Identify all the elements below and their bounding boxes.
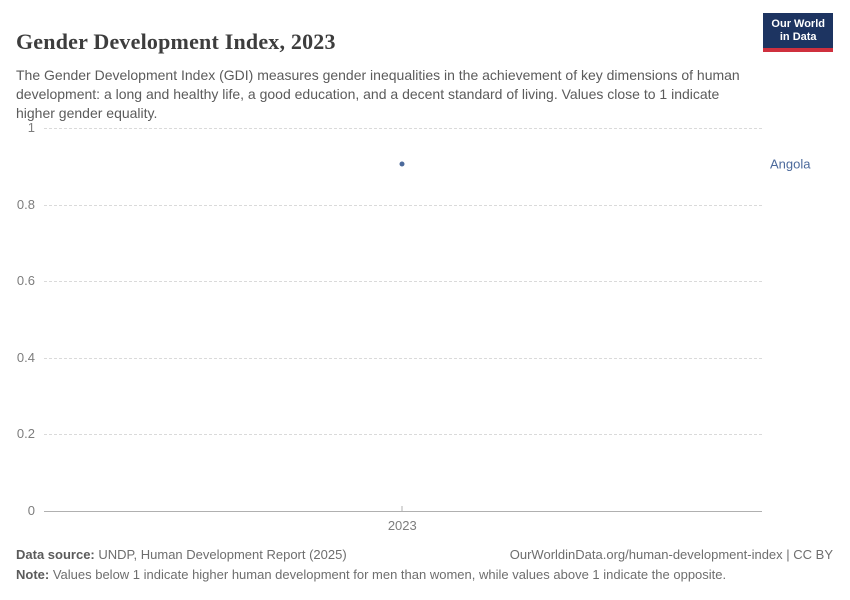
y-gridline xyxy=(44,357,762,359)
y-tick-label: 0 xyxy=(27,503,35,519)
y-gridline xyxy=(44,281,762,283)
footer-row-1: Data source: UNDP, Human Development Rep… xyxy=(16,547,833,562)
y-tick-label: 0.4 xyxy=(16,349,35,365)
data-point-angola[interactable] xyxy=(399,161,405,167)
x-tick-label: 2023 xyxy=(387,518,417,533)
chart-subtitle: The Gender Development Index (GDI) measu… xyxy=(16,67,740,121)
y-gridline xyxy=(44,128,762,129)
y-gridline xyxy=(44,204,762,206)
note-label: Note: xyxy=(16,567,50,582)
y-tick-label: 0.6 xyxy=(16,273,35,289)
y-gridline xyxy=(44,434,762,436)
y-tick-label: 1 xyxy=(27,120,35,136)
owid-logo[interactable]: Our World in Data xyxy=(763,13,833,52)
x-axis-line xyxy=(44,511,762,512)
entity-label-angola[interactable]: Angola xyxy=(770,156,811,172)
footer-note-line: Note: Values below 1 indicate higher hum… xyxy=(16,567,833,582)
plot-area: 0 0.2 0.4 0.6 0.8 1 2023 Angola xyxy=(17,120,811,533)
chart-footer: Data source: UNDP, Human Development Rep… xyxy=(16,547,833,582)
data-source-label: Data source: xyxy=(16,547,95,562)
y-tick-label: 0.8 xyxy=(16,196,35,212)
owid-url-link[interactable]: OurWorldinData.org/human-development-ind… xyxy=(509,547,833,562)
y-tick-label: 0.2 xyxy=(16,426,35,442)
x-tick-mark xyxy=(401,506,403,511)
note-text: Values below 1 indicate higher human dev… xyxy=(49,567,727,582)
owid-logo-line2: in Data xyxy=(779,31,817,43)
data-source-line: Data source: UNDP, Human Development Rep… xyxy=(16,547,347,562)
data-source-text: UNDP, Human Development Report (2025) xyxy=(94,547,347,562)
chart-title: Gender Development Index, 2023 xyxy=(16,28,336,54)
owid-logo-line1: Our World xyxy=(771,18,825,30)
